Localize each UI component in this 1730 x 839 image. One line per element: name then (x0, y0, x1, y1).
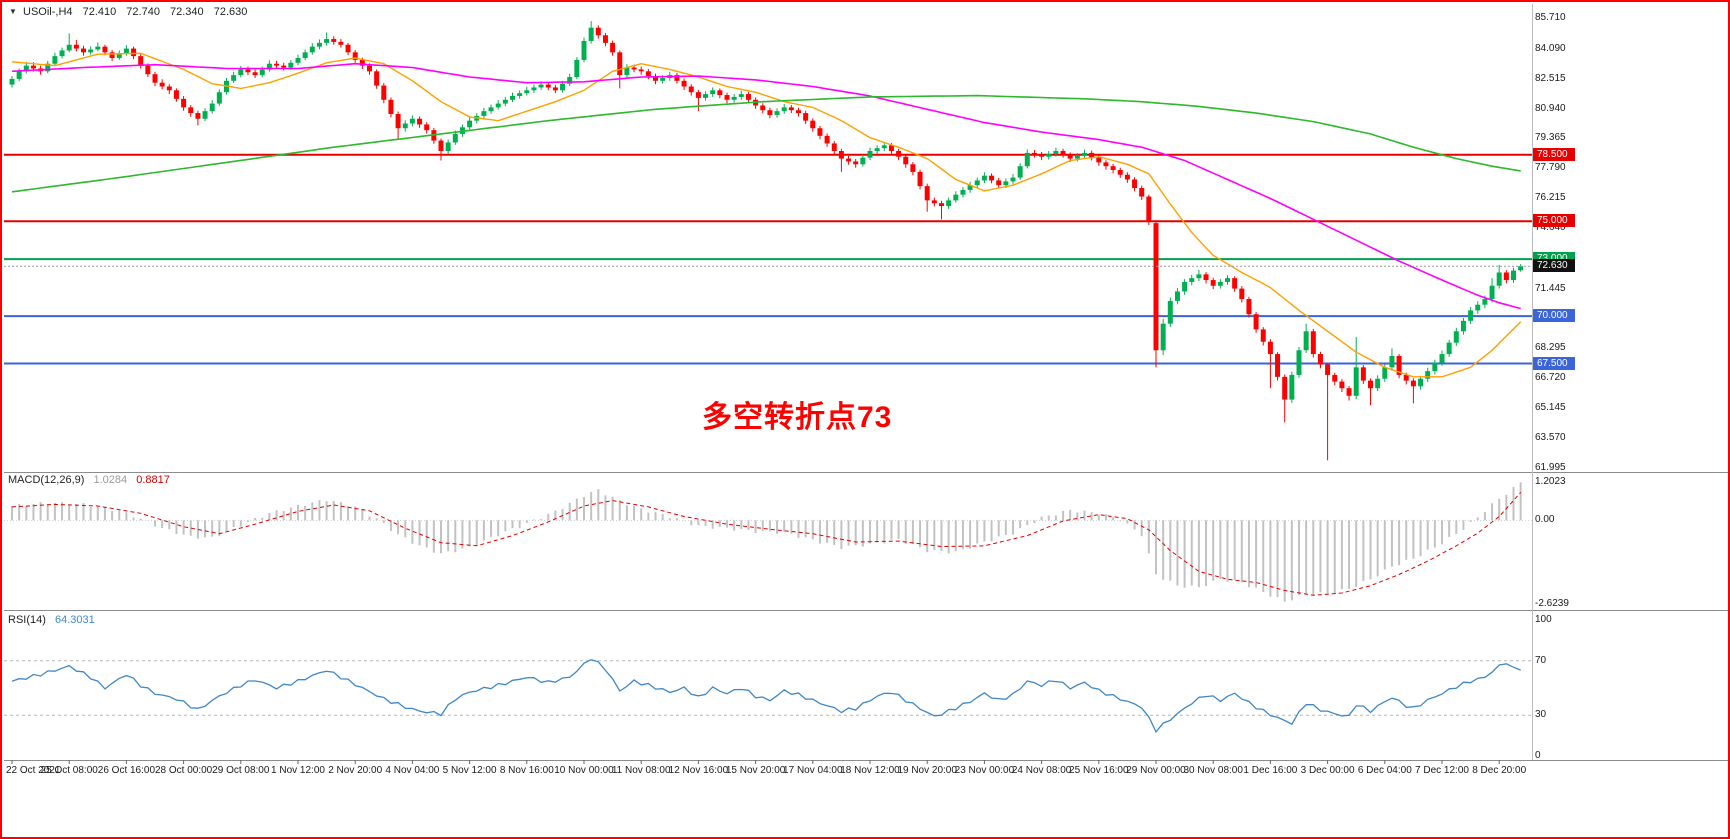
time-axis-label: 6 Dec 04:00 (1357, 765, 1412, 776)
time-axis-label: 26 Oct 16:00 (97, 765, 156, 776)
price-level-badge: 70.000 (1533, 309, 1575, 323)
price-level-badge: 67.500 (1533, 356, 1575, 370)
time-axis-label: 23 Nov 00:00 (954, 765, 1015, 776)
price-level-badge: 72.630 (1533, 259, 1575, 273)
price-axis-label: 74.640 (1535, 222, 1566, 234)
symbol-period-label: USOil-,H4 (23, 6, 73, 18)
time-axis-label: 10 Nov 00:00 (554, 765, 614, 776)
time-axis-label: 24 Nov 08:00 (1011, 765, 1072, 776)
time-axis-label: 7 Dec 12:00 (1415, 765, 1469, 776)
chart-title: USOil-,H4 72.410 72.740 72.340 72.630 (23, 6, 254, 18)
time-axis-label: 8 Nov 16:00 (499, 765, 554, 776)
price-axis-label: 82.515 (1535, 72, 1566, 84)
price-level-badge: 78.500 (1533, 147, 1575, 161)
time-axis-label: 8 Dec 20:00 (1472, 765, 1527, 776)
time-axis-label: 18 Nov 12:00 (840, 765, 900, 776)
time-axis-label: 15 Nov 20:00 (725, 765, 786, 776)
time-axis-label: 25 Nov 16:00 (1069, 765, 1129, 776)
macd-axis-label: 0.00 (1535, 514, 1555, 526)
price-axis-label: 71.445 (1535, 282, 1566, 294)
rsi-axis-label: 100 (1535, 614, 1552, 625)
price-axis-label: 79.365 (1535, 132, 1566, 144)
price-axis-label: 76.215 (1535, 192, 1566, 204)
time-axis-label: 28 Oct 00:00 (154, 765, 213, 776)
time-axis-label: 12 Nov 16:00 (668, 765, 729, 776)
time-axis-label: 3 Dec 00:00 (1300, 765, 1355, 776)
price-axis-label: 65.145 (1535, 402, 1566, 414)
price-axis-label: 85.710 (1535, 12, 1566, 23)
time-axis-label: 22 Oct 2021 (6, 765, 61, 776)
quote-open: 72.410 (82, 6, 117, 18)
rsi-axis-label: 0 (1535, 750, 1541, 761)
macd-indicator-label: MACD(12,26,9) 1.0284 0.8817 (8, 474, 176, 486)
rsi-value: 64.3031 (54, 614, 95, 626)
time-axis-label: 2 Nov 20:00 (328, 765, 383, 776)
macd-name: MACD(12,26,9) (8, 474, 85, 486)
price-axis-label: 66.720 (1535, 372, 1566, 384)
quote-high: 72.740 (126, 6, 160, 18)
symbol-dropdown-icon[interactable]: ▼ (9, 7, 17, 16)
time-axis-label: 29 Nov 00:00 (1126, 765, 1186, 776)
time-axis-label: 4 Nov 04:00 (385, 765, 440, 776)
rsi-indicator-label: RSI(14) 64.3031 (8, 614, 101, 626)
price-axis-label: 61.995 (1535, 462, 1566, 473)
time-axis-label: 11 Nov 08:00 (611, 765, 671, 776)
time-axis-label: 1 Nov 12:00 (271, 765, 325, 776)
macd-axis-label: -2.6239 (1535, 598, 1569, 609)
price-axis-label: 63.570 (1535, 432, 1566, 444)
time-axis-label: 25 Oct 08:00 (40, 765, 98, 776)
time-axis-label: 19 Nov 20:00 (897, 765, 957, 776)
time-axis-label: 5 Nov 12:00 (442, 765, 497, 776)
macd-axis-label: 1.2023 (1535, 476, 1566, 487)
time-axis-label: 30 Nov 08:00 (1183, 765, 1243, 776)
rsi-name: RSI(14) (8, 614, 46, 626)
annotation-text: 多空转折点73 (702, 401, 893, 434)
price-axis-label: 68.295 (1535, 342, 1566, 354)
rsi-axis-label: 30 (1535, 709, 1547, 721)
macd-value-signal: 0.8817 (136, 474, 170, 486)
rsi-axis-label: 70 (1535, 654, 1547, 666)
macd-value-main: 1.0284 (93, 474, 128, 486)
price-axis-label: 80.940 (1535, 102, 1566, 114)
price-axis-label: 77.790 (1535, 162, 1566, 174)
quote-close: 72.630 (213, 6, 248, 18)
time-axis-label: 29 Oct 08:00 (212, 765, 270, 776)
price-level-badge: 75.000 (1533, 214, 1575, 228)
time-axis-label: 17 Nov 04:00 (783, 765, 843, 776)
time-axis-label: 1 Dec 16:00 (1243, 765, 1298, 776)
price-axis-label: 84.090 (1535, 42, 1566, 54)
quote-low: 72.340 (170, 6, 204, 18)
